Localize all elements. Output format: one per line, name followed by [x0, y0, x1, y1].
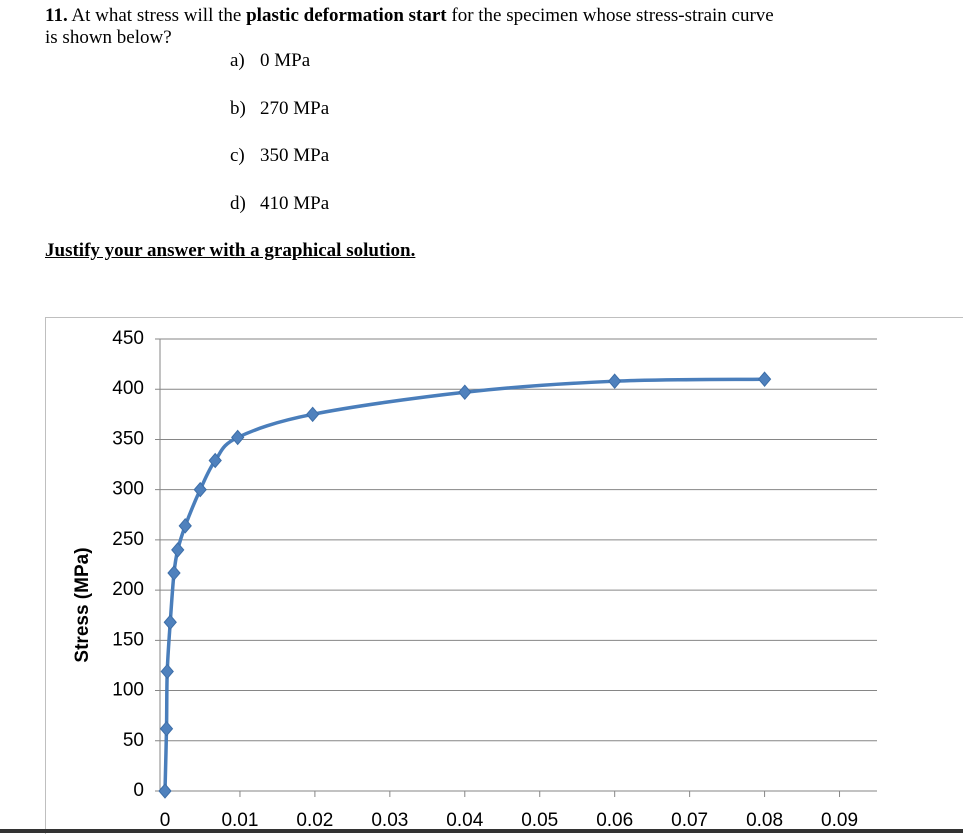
marker — [608, 373, 622, 389]
marker — [178, 518, 192, 534]
marker — [458, 384, 472, 401]
marker — [167, 565, 181, 581]
option-text: 350 MPa — [260, 145, 330, 166]
chart-frame — [45, 317, 963, 834]
y-tick-label: 400 — [112, 378, 144, 399]
instruction: Justify your answer with a graphical sol… — [45, 240, 416, 261]
question-bold: plastic deformation start — [246, 5, 447, 26]
x-tick-label: 0 — [160, 810, 171, 831]
y-tick-label: 250 — [112, 529, 144, 550]
y-tick-label: 150 — [112, 629, 144, 650]
option-letter: c) — [230, 145, 245, 166]
series-line — [163, 377, 765, 792]
y-tick-label: 350 — [112, 428, 144, 449]
y-tick-label: 0 — [133, 780, 144, 801]
marker — [757, 371, 772, 387]
x-tick-label: 0.09 — [821, 810, 858, 831]
marker — [163, 614, 177, 631]
x-tick-label: 0.03 — [371, 810, 408, 831]
marker — [305, 406, 320, 423]
y-tick-label: 450 — [112, 328, 144, 349]
x-tick-label: 0.08 — [746, 810, 783, 831]
option-letter: a) — [230, 50, 245, 71]
question-text: At what stress will the — [71, 5, 242, 26]
option-text: 410 MPa — [260, 192, 330, 214]
marker — [231, 429, 245, 446]
question-number: 11. — [45, 5, 68, 26]
question-text: for the specimen whose stress-strain cur… — [451, 5, 774, 26]
option-text: 270 MPa — [260, 97, 330, 119]
y-tick-label: 300 — [112, 479, 144, 500]
y-tick-label: 50 — [123, 730, 144, 751]
option-letter: b) — [230, 97, 246, 119]
x-tick-label: 0.06 — [596, 810, 633, 831]
marker — [171, 542, 185, 558]
marker — [158, 783, 172, 799]
x-tick-label: 0.05 — [521, 810, 558, 831]
option-letter: d) — [230, 192, 246, 214]
marker — [159, 720, 174, 737]
marker — [160, 663, 174, 680]
y-tick-label: 200 — [112, 579, 144, 600]
question-text: is shown below? — [45, 27, 172, 48]
x-tick-label: 0.01 — [221, 810, 258, 831]
x-tick-label: 0.07 — [671, 810, 708, 831]
marker — [208, 452, 222, 469]
question-line: 11. At what stress will the plastic defo… — [45, 5, 774, 27]
x-tick-label: 0.04 — [446, 810, 483, 831]
option-text: 0 MPa — [260, 50, 311, 71]
y-tick-label: 100 — [112, 680, 144, 701]
marker — [193, 481, 207, 498]
x-tick-label: 0.02 — [296, 810, 333, 831]
y-axis-title: Stress (MPa) — [72, 547, 93, 662]
